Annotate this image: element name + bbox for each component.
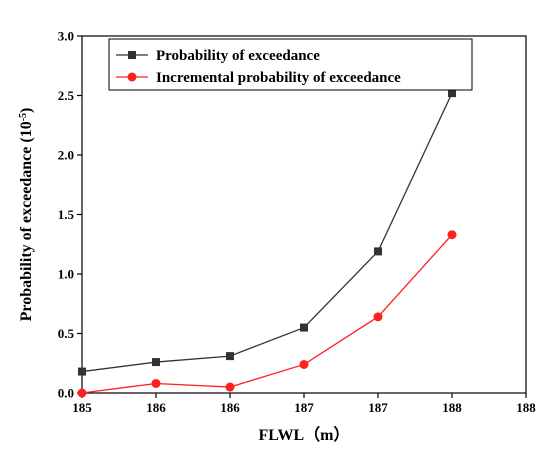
data-point [447,230,457,240]
series-line [81,234,453,394]
axes: 0.0 0.5 1.0 1.5 2.0 2.5 3.0 185 186 186 187 187 188 1… [58,29,537,416]
y-axis-title-suffix: ) [18,108,35,113]
series-layer [77,89,457,398]
data-point [78,367,86,376]
x-tick-label: 185 [72,400,92,415]
x-axis-title: FLWL（m） [259,426,350,444]
y-tick-label: 1.5 [58,207,75,222]
y-tick-label: 2.5 [58,88,75,103]
y-tick-label: 1.0 [58,267,74,282]
series-1 [78,89,456,376]
legend-marker [128,51,136,59]
y-tick-label: 0.0 [58,386,74,401]
data-point [225,382,235,392]
legend-entry: Probability of exceedance [116,48,320,64]
data-point [77,388,87,398]
x-tick-label: 188 [442,400,462,415]
x-tick-label: 187 [294,400,314,415]
x-tick-label: 186 [220,400,240,415]
y-tick-label: 3.0 [58,29,74,44]
data-point [152,358,160,367]
data-point [300,323,308,332]
data-point [374,247,382,256]
y-axis-title-exponent: -5 [18,113,29,121]
series-line [81,92,453,373]
data-point [299,359,309,369]
data-point [151,378,161,388]
data-point [226,352,234,361]
legend-box [108,38,473,91]
y-axis-title: Probability of exceedance (10-5) [18,108,36,322]
legend: Probability of exceedance Incremental pro… [108,38,473,91]
y-tick-label: 2.0 [58,148,74,163]
x-tick-label: 186 [146,400,166,415]
legend-marker [127,72,137,82]
data-point [373,312,383,322]
x-tick-label: 188 [516,400,536,415]
legend-label: Probability of exceedance [156,48,320,64]
data-point [448,89,456,98]
legend-label: Incremental probability of exceedance [156,70,401,86]
x-tick-label: 187 [368,400,388,415]
series-2 [77,230,457,398]
y-tick-label: 0.5 [58,326,75,341]
y-axis-title-main: Probability of exceedance (10 [18,121,35,321]
legend-entry: Incremental probability of exceedance [116,70,401,86]
